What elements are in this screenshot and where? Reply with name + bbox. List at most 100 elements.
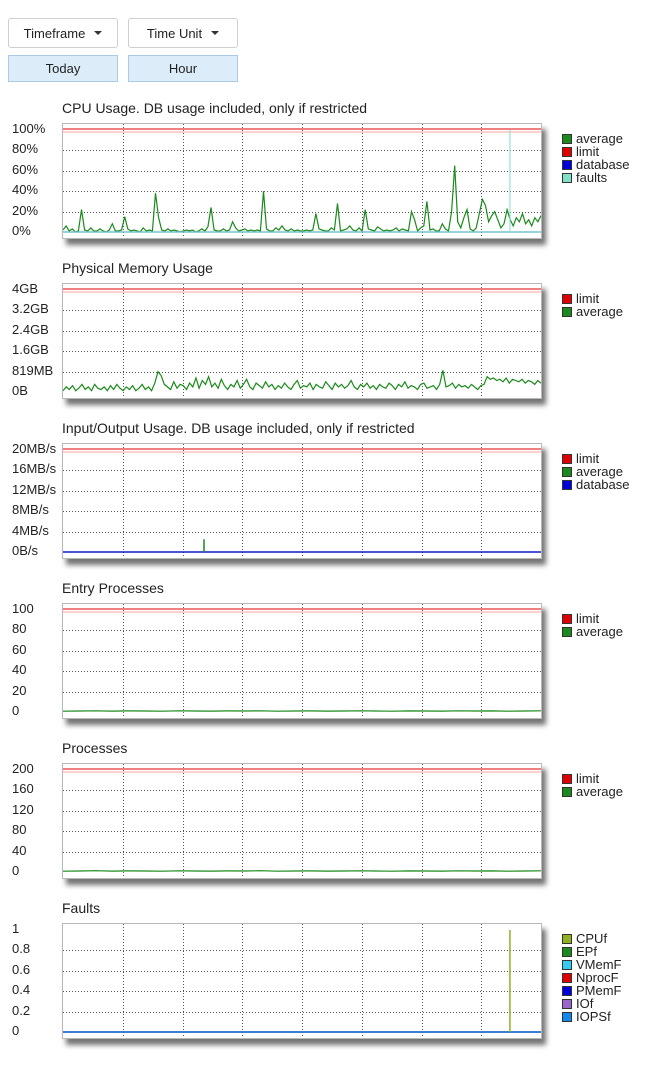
chart-svg: [63, 604, 541, 718]
legend: limit average database: [562, 452, 630, 491]
caret-down-icon: [94, 31, 103, 35]
legend-swatch: [562, 293, 572, 304]
timeunit-dropdown[interactable]: Time Unit: [128, 18, 238, 48]
plot-area: [62, 603, 542, 719]
chart-svg: [63, 924, 541, 1038]
y-tick-label: 2.4GB: [12, 321, 49, 337]
legend-label: limit: [576, 144, 600, 159]
y-tick-label: 0B/s: [12, 543, 39, 558]
legend-label: average: [576, 304, 623, 319]
series-line-average: [63, 165, 541, 233]
chart-panel: Entry Processes 100 80 60 40 20 0 limit average: [0, 580, 647, 740]
y-tick-label: 80%: [12, 141, 39, 157]
legend-label: limit: [576, 291, 600, 306]
y-tick-label: 20MB/s: [12, 441, 57, 456]
y-tick-label: 20%: [12, 202, 39, 218]
chart-panel: Faults 1 0.8 0.6 0.4 0.2 0 CPUf EPf VMemF NprocF PM…: [0, 900, 647, 1060]
y-tick-label: 40: [12, 662, 27, 678]
plot-area: [62, 763, 542, 879]
timeframe-dropdown[interactable]: Timeframe: [8, 18, 118, 48]
chart-svg: [63, 124, 541, 238]
legend-swatch: [562, 159, 572, 170]
y-tick-label: 8MB/s: [12, 502, 49, 518]
legend-swatch: [562, 453, 572, 464]
series-line-average: [63, 870, 541, 872]
legend-swatch: [562, 613, 572, 624]
legend-swatch: [562, 998, 572, 1009]
chart-title: Physical Memory Usage: [62, 260, 213, 276]
legend-label: average: [576, 784, 623, 799]
y-tick-label: 60%: [12, 161, 39, 177]
legend-label: database: [576, 477, 630, 492]
legend-swatch: [562, 466, 572, 477]
legend-label: limit: [576, 611, 600, 626]
legend-item: limit: [562, 772, 623, 785]
y-tick-label: 0.6: [12, 961, 31, 977]
y-tick-label: 0B: [12, 383, 28, 398]
y-tick-label: 1: [12, 921, 20, 936]
y-tick-label: 40: [12, 842, 27, 858]
y-tick-label: 4GB: [12, 281, 39, 296]
legend-label: EPf: [576, 944, 597, 959]
legend-label: average: [576, 624, 623, 639]
chart-svg: [63, 284, 541, 398]
plot-area: [62, 123, 542, 239]
plot-area: [62, 283, 542, 399]
legend-item: average: [562, 785, 623, 798]
y-tick-label: 0%: [12, 223, 31, 238]
chart-title: Faults: [62, 900, 101, 916]
legend-label: IOPSf: [576, 1009, 611, 1024]
y-tick-label: 1.6GB: [12, 342, 49, 358]
chart-title: Entry Processes: [62, 580, 164, 596]
legend: average limit database faults: [562, 132, 630, 184]
legend-swatch: [562, 133, 572, 144]
legend-label: average: [576, 131, 623, 146]
y-tick-label: 0.4: [12, 982, 31, 998]
y-tick-label: 100%: [12, 121, 46, 136]
chart-panel: Processes 200 160 120 80 40 0 limit average: [0, 740, 647, 900]
legend-swatch: [562, 146, 572, 157]
legend-item: limit: [562, 612, 623, 625]
y-tick-label: 0.8: [12, 941, 31, 957]
y-tick-label: 12MB/s: [12, 481, 57, 497]
legend: CPUf EPf VMemF NprocF PMemF IOf IOPSf: [562, 932, 622, 1023]
legend-swatch: [562, 172, 572, 183]
legend-label: database: [576, 157, 630, 172]
y-tick-label: 819MB: [12, 362, 54, 378]
legend-label: limit: [576, 771, 600, 786]
legend-label: VMemF: [576, 957, 622, 972]
legend-item: EPf: [562, 945, 622, 958]
legend-item: limit: [562, 145, 630, 158]
legend-item: average: [562, 305, 623, 318]
legend-swatch: [562, 626, 572, 637]
legend-item: PMemF: [562, 984, 622, 997]
timeframe-selected[interactable]: Today: [8, 55, 118, 82]
chart-panel: Input/Output Usage. DB usage included, o…: [0, 420, 647, 580]
legend-label: faults: [576, 170, 608, 185]
chart-panel: Physical Memory Usage 4GB 3.2GB 2.4GB 1.6GB 8…: [0, 260, 647, 420]
legend-item: average: [562, 465, 630, 478]
chart-panel: CPU Usage. DB usage included, only if re…: [0, 100, 647, 260]
y-tick-label: 80: [12, 621, 27, 637]
chart-svg: [63, 444, 541, 558]
plot-area: [62, 443, 542, 559]
legend-item: database: [562, 158, 630, 171]
y-tick-label: 100: [12, 601, 34, 616]
y-tick-label: 200: [12, 761, 34, 776]
y-tick-label: 0: [12, 863, 20, 878]
y-tick-label: 3.2GB: [12, 301, 49, 317]
timeunit-selected[interactable]: Hour: [128, 55, 238, 82]
y-tick-label: 40%: [12, 182, 39, 198]
y-tick-label: 160: [12, 781, 34, 797]
caret-down-icon: [211, 31, 220, 35]
legend-item: IOf: [562, 997, 622, 1010]
legend-item: average: [562, 132, 630, 145]
legend-swatch: [562, 933, 572, 944]
y-tick-label: 120: [12, 801, 34, 817]
legend-swatch: [562, 985, 572, 996]
series-line-average: [63, 370, 541, 392]
legend-swatch: [562, 972, 572, 983]
y-tick-label: 0.2: [12, 1002, 31, 1018]
legend-item: CPUf: [562, 932, 622, 945]
legend-item: VMemF: [562, 958, 622, 971]
